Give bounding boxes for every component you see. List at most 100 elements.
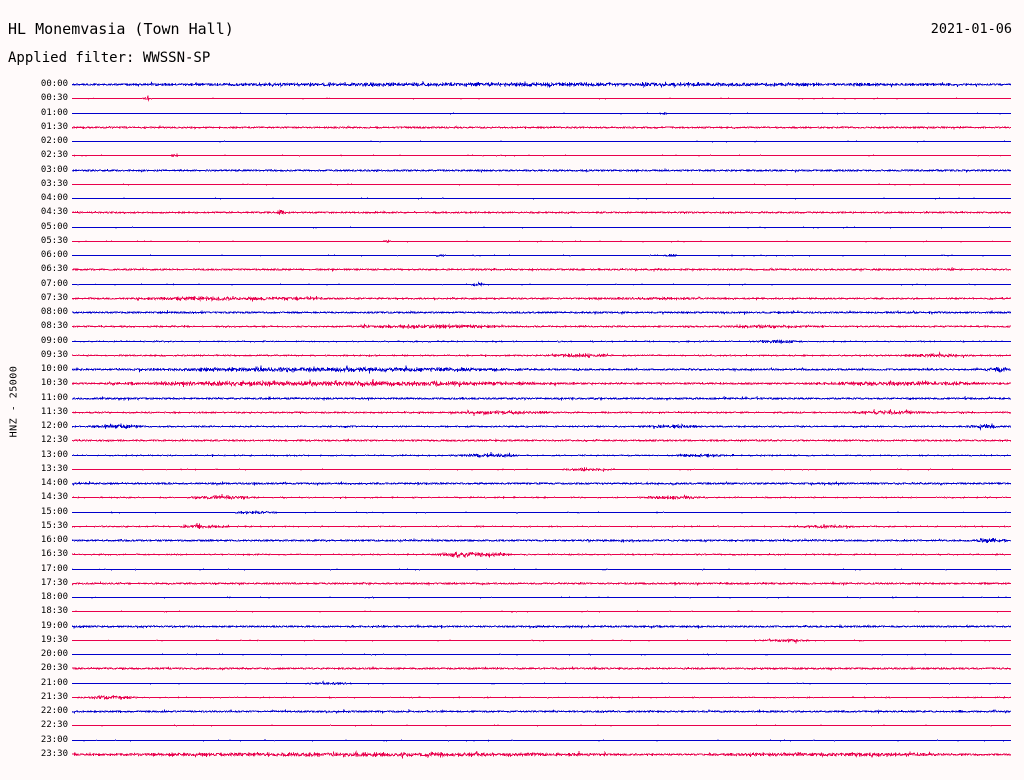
seismic-trace [72,522,1011,530]
seismic-trace [72,197,1011,200]
trace-row: 12:30 [0,436,1024,450]
row-time-label: 00:30 [40,93,68,104]
row-time-label: 20:30 [40,663,68,674]
seismic-trace [72,551,1011,559]
trace-row: 21:00 [0,677,1024,693]
trace-row: 22:30 [0,721,1024,735]
row-time-label: 22:30 [40,720,68,731]
helicorder-plot: 00:00 00:30 01:00 01:30 02:00 02:30 03:00 03:30… [0,80,1024,775]
trace-row: 14:00 [0,479,1024,493]
row-time-label: 10:00 [40,364,68,374]
row-time-label: 13:30 [40,463,68,474]
seismic-trace [72,395,1011,401]
seismic-trace [72,749,1011,759]
seismic-trace [72,295,1011,302]
row-time-label: 12:00 [40,421,68,431]
trace-row: 22:00 [0,707,1024,721]
trace-row: 17:30 [0,577,1024,593]
trace-row: 20:30 [0,664,1024,678]
trace-row: 04:30 [0,208,1024,222]
trace-row: 15:00 [0,506,1024,522]
seismic-trace [72,365,1011,374]
date-label: 2021-01-06 [930,21,1012,37]
row-time-label: 09:00 [40,335,68,346]
trace-row: 06:30 [0,265,1024,279]
seismic-trace [72,239,1011,244]
row-time-label: 14:30 [40,492,68,503]
trace-row: 10:30 [0,379,1024,393]
trace-row: 05:30 [0,236,1024,251]
trace-row: 11:00 [0,392,1024,408]
trace-row: 05:00 [0,221,1024,237]
row-time-label: 22:00 [40,706,68,716]
trace-row: 08:00 [0,308,1024,322]
trace-row: 09:30 [0,350,1024,365]
row-time-label: 21:30 [40,691,68,702]
row-time-label: 11:00 [40,392,68,403]
seismic-trace [72,466,1011,472]
row-time-label: 07:00 [40,278,68,289]
seismic-trace [72,637,1011,645]
seismic-trace [72,323,1011,330]
row-time-label: 02:30 [40,150,68,161]
row-time-label: 17:30 [40,577,68,588]
trace-row: 20:00 [0,650,1024,664]
row-time-label: 11:30 [40,406,68,417]
seismic-trace [72,438,1011,443]
seismic-trace [72,140,1011,143]
seismic-trace [72,679,1011,686]
trace-row: 02:00 [0,137,1024,151]
row-time-label: 14:00 [40,478,68,488]
seismic-trace [72,580,1011,586]
seismic-trace [72,536,1011,544]
row-time-label: 12:30 [40,435,68,446]
seismic-trace [72,610,1011,614]
row-time-label: 03:30 [40,178,68,189]
trace-row: 01:30 [0,121,1024,137]
seismic-trace [72,266,1011,273]
row-time-label: 10:30 [40,378,68,389]
seismic-trace [72,95,1011,103]
row-time-label: 02:00 [40,136,68,146]
trace-row: 06:00 [0,251,1024,265]
row-time-label: 06:30 [40,264,68,275]
trace-row: 03:30 [0,178,1024,194]
row-time-label: 01:30 [40,121,68,132]
seismic-trace [72,724,1011,727]
seismic-trace [72,451,1011,458]
row-time-label: 04:30 [40,207,68,218]
seismic-trace [72,694,1011,700]
seismic-trace [72,480,1011,487]
trace-row: 14:30 [0,493,1024,507]
trace-row: 11:30 [0,406,1024,422]
row-time-label: 07:30 [40,292,68,303]
row-time-label: 08:00 [40,307,68,317]
row-time-label: 15:00 [40,506,68,517]
trace-row: 00:30 [0,94,1024,108]
trace-row: 18:00 [0,593,1024,607]
seismic-trace [72,596,1011,599]
trace-row: 07:30 [0,292,1024,308]
seismic-trace [72,379,1011,388]
row-time-label: 19:00 [40,620,68,631]
row-time-label: 04:00 [40,193,68,203]
row-time-label: 16:00 [40,535,68,545]
row-time-label: 00:00 [40,79,68,89]
row-time-label: 18:30 [40,606,68,617]
row-time-label: 05:00 [40,221,68,232]
trace-row: 23:00 [0,735,1024,750]
row-time-label: 23:30 [40,748,68,759]
seismic-trace [72,183,1011,186]
row-time-label: 01:00 [40,107,68,118]
seismic-trace [72,309,1011,316]
row-time-label: 20:00 [40,649,68,659]
seismic-trace [72,509,1011,514]
seismic-trace [72,653,1011,656]
row-time-label: 06:00 [40,250,68,260]
seismic-trace [72,738,1011,742]
seismic-trace [72,708,1011,715]
row-time-label: 21:00 [40,677,68,688]
trace-row: 09:00 [0,335,1024,351]
trace-row: 01:00 [0,107,1024,123]
